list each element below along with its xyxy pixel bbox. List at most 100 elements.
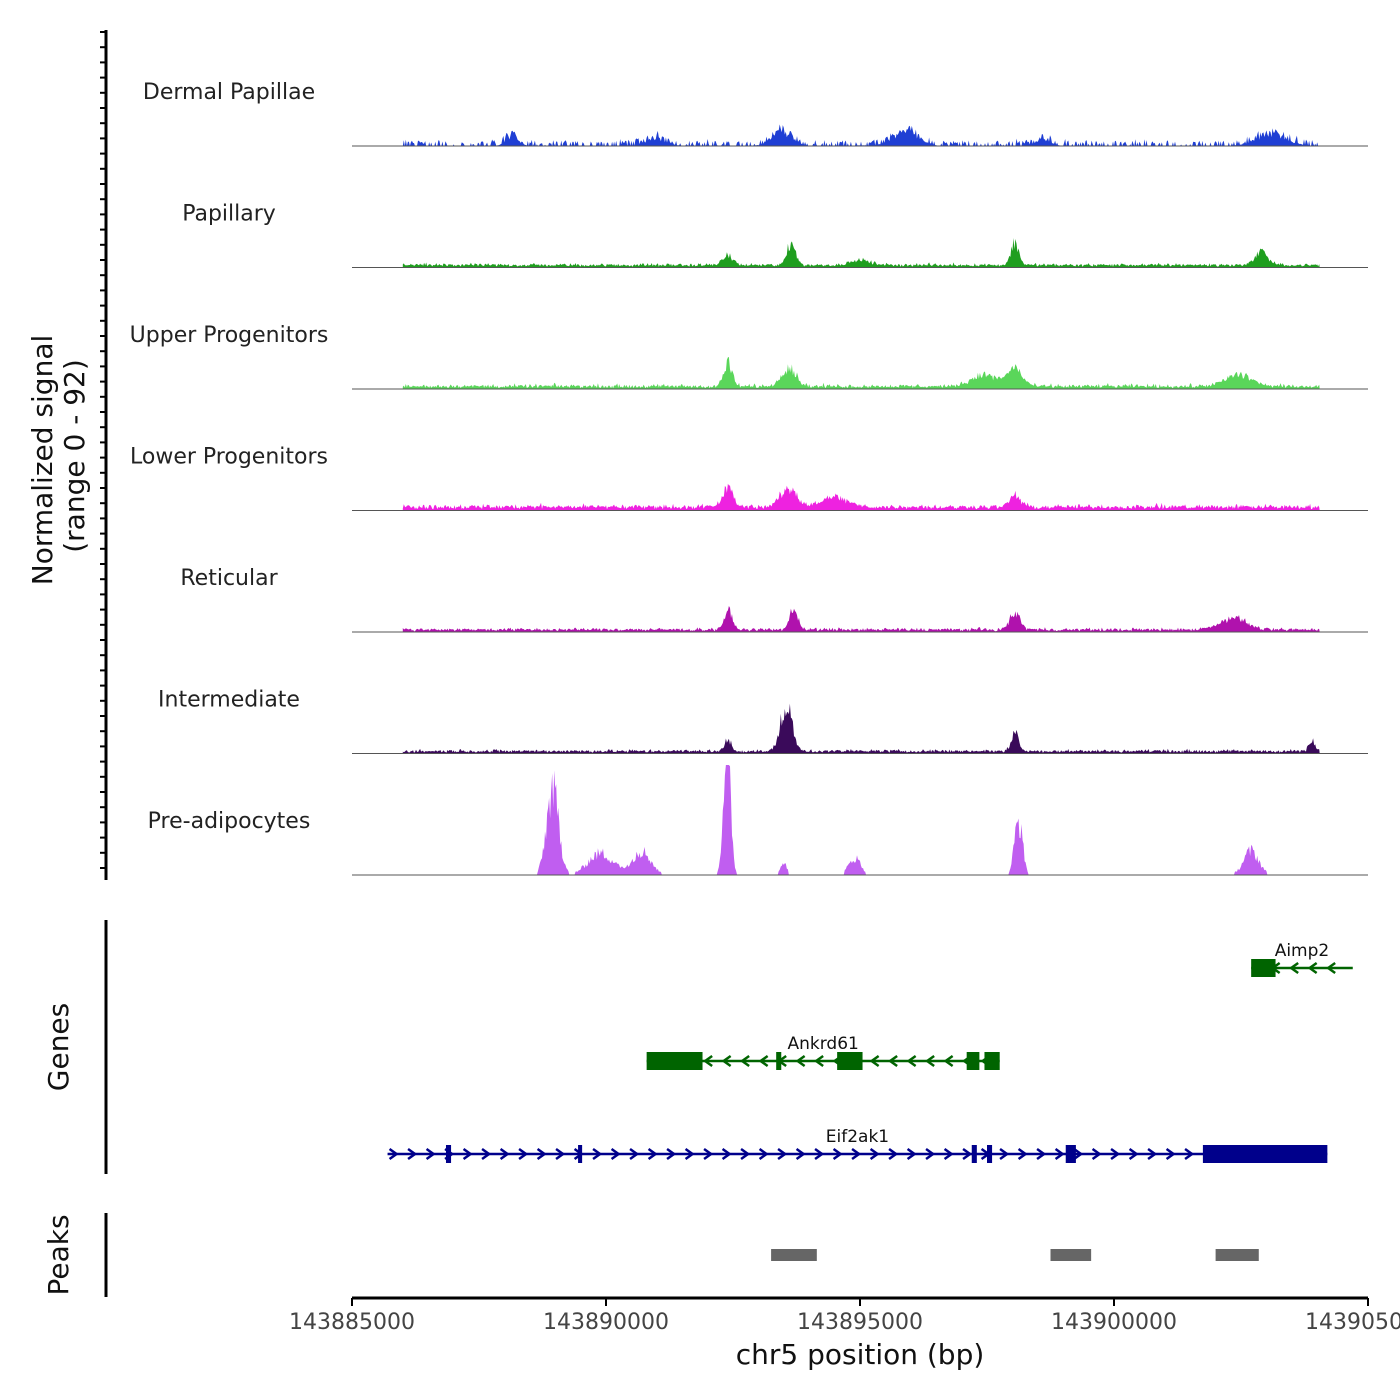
track-label: Reticular	[180, 566, 278, 591]
strand-arrow	[1165, 1147, 1176, 1161]
strand-arrow	[1128, 1147, 1139, 1161]
strand-arrow	[1307, 961, 1318, 975]
strand-arrow	[555, 1147, 566, 1161]
exon	[1202, 1145, 1328, 1163]
gene-ankrd61: Ankrd61	[646, 1034, 1000, 1070]
track-label: Papillary	[182, 202, 276, 227]
track-papillary: Papillary	[182, 202, 1368, 268]
peak-region	[1050, 1249, 1092, 1261]
x-tick-label: 143890000	[543, 1310, 669, 1335]
strand-arrow	[1147, 1147, 1158, 1161]
exon	[837, 1052, 863, 1070]
strand-arrow	[1289, 961, 1299, 975]
signal-area	[402, 606, 1320, 632]
x-tick-label: 143900000	[1051, 1310, 1177, 1335]
strand-arrow	[1326, 961, 1336, 975]
strand-arrow	[388, 1147, 399, 1161]
strand-arrow	[943, 1054, 954, 1068]
strand-arrow	[869, 1147, 880, 1161]
strand-arrow	[536, 1147, 547, 1161]
strand-arrow	[1073, 1147, 1084, 1161]
strand-arrow	[758, 1054, 769, 1068]
strand-arrow	[906, 1147, 917, 1161]
genes-panel-title: Genes	[42, 1003, 75, 1091]
strand-arrow	[1017, 1147, 1028, 1161]
x-tick-label: 143905000	[1305, 1310, 1400, 1335]
x-tick-label: 143885000	[289, 1310, 415, 1335]
gene-label: Eif2ak1	[826, 1127, 889, 1147]
signal-area	[402, 765, 1320, 875]
track-label: Pre-adipocytes	[148, 809, 311, 834]
genes-panel: Genes Aimp2 Ankrd61 Eif2ak1	[42, 920, 1353, 1174]
exon	[646, 1052, 703, 1070]
y-axis-title-line2: (range 0 - 92)	[58, 359, 91, 553]
strand-arrow	[462, 1147, 473, 1161]
strand-arrow	[962, 1147, 973, 1161]
strand-arrow	[906, 1054, 917, 1068]
exon	[578, 1145, 583, 1163]
strand-arrow	[1184, 1147, 1195, 1161]
strand-arrow	[869, 1054, 880, 1068]
strand-arrow	[407, 1147, 418, 1161]
strand-arrow	[795, 1147, 806, 1161]
strand-arrow	[684, 1147, 695, 1161]
strand-arrow	[887, 1054, 898, 1068]
signal-area	[402, 357, 1320, 389]
strand-arrow	[1054, 1147, 1065, 1161]
gene-aimp2: Aimp2	[1251, 941, 1353, 977]
track-label: Upper Progenitors	[130, 323, 329, 348]
strand-arrow	[666, 1147, 677, 1161]
strand-arrow	[703, 1147, 714, 1161]
track-label: Dermal Papillae	[143, 80, 315, 105]
strand-arrow	[721, 1147, 732, 1161]
exon	[984, 1052, 1000, 1070]
track-upper-progenitors: Upper Progenitors	[130, 323, 1368, 390]
peak-region	[1215, 1249, 1259, 1261]
strand-arrow	[758, 1147, 769, 1161]
strand-arrow	[1036, 1147, 1047, 1161]
strand-arrow	[425, 1147, 436, 1161]
x-axis-title: chr5 position (bp)	[736, 1338, 985, 1371]
gene-eif2ak1: Eif2ak1	[387, 1127, 1328, 1163]
strand-arrow	[999, 1147, 1010, 1161]
x-tick-label: 143895000	[797, 1310, 923, 1335]
signal-area	[402, 124, 1320, 146]
track-label: Lower Progenitors	[130, 445, 328, 470]
exon	[971, 1145, 977, 1163]
peaks-panel-title: Peaks	[42, 1214, 75, 1295]
strand-arrow	[592, 1147, 603, 1161]
strand-arrow	[943, 1147, 954, 1161]
track-intermediate: Intermediate	[158, 688, 1368, 754]
strand-arrow	[924, 1054, 935, 1068]
exon	[445, 1145, 452, 1163]
exon	[776, 1052, 782, 1070]
signal-area	[402, 483, 1320, 511]
exon	[1251, 959, 1276, 977]
strand-arrow	[814, 1147, 825, 1161]
strand-arrow	[499, 1147, 510, 1161]
strand-arrow	[518, 1147, 529, 1161]
y-axis-title-line1: Normalized signal	[26, 335, 59, 586]
strand-arrow	[647, 1147, 658, 1161]
signal-area	[402, 238, 1320, 268]
track-label: Intermediate	[158, 688, 300, 713]
strand-arrow	[777, 1147, 788, 1161]
strand-arrow	[721, 1054, 732, 1068]
strand-arrow	[629, 1147, 640, 1161]
exon	[966, 1052, 980, 1070]
peak-region	[771, 1249, 817, 1261]
strand-arrow	[481, 1147, 492, 1161]
peaks-panel: Peaks	[42, 1213, 1259, 1297]
coverage-tracks: Dermal Papillae Papillary Upper Progenitor…	[130, 80, 1368, 876]
strand-arrow	[925, 1147, 936, 1161]
strand-arrow	[702, 1054, 713, 1068]
strand-arrow	[795, 1054, 806, 1068]
strand-arrow	[813, 1054, 824, 1068]
signal-area	[402, 703, 1320, 754]
strand-arrow	[888, 1147, 899, 1161]
gene-label: Aimp2	[1275, 941, 1330, 961]
exon	[1065, 1145, 1076, 1163]
exon	[987, 1145, 993, 1163]
gene-label: Ankrd61	[787, 1034, 858, 1054]
